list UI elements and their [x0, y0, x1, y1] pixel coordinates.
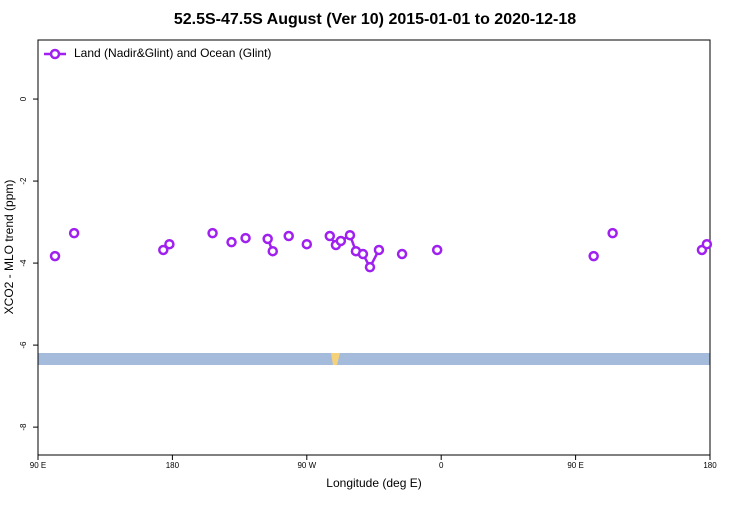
x-tick-label: 90 E [567, 461, 583, 470]
point [267, 245, 279, 257]
y-tick-label: -4 [19, 259, 28, 267]
point [283, 230, 294, 242]
x-tick-label: 90 W [297, 461, 316, 470]
x-tick-label: 180 [166, 461, 180, 470]
point [364, 261, 376, 273]
x-axis-label: Longitude (deg E) [326, 476, 421, 490]
y-tick-label: -2 [19, 177, 28, 185]
plot-frame [37, 39, 711, 456]
point [431, 244, 443, 256]
x-tick-label: 90 E [30, 461, 46, 470]
point [607, 227, 618, 239]
point [207, 227, 218, 239]
y-tick-label: 0 [19, 96, 28, 101]
point [240, 232, 251, 244]
point [301, 238, 313, 250]
point [588, 250, 599, 262]
point [262, 233, 273, 245]
legend-label: Land (Nadir&Glint) and Ocean (Glint) [74, 46, 271, 60]
point [701, 238, 713, 250]
chart-title: 52.5S-47.5S August (Ver 10) 2015-01-01 t… [174, 11, 576, 28]
point [164, 238, 175, 250]
point [49, 250, 61, 262]
point [68, 227, 80, 239]
x-tick-label: 0 [439, 461, 444, 470]
y-tick-label: -6 [19, 341, 28, 349]
mask-band [38, 353, 710, 365]
point [357, 248, 369, 260]
point [158, 244, 169, 256]
x-tick-label: 180 [703, 461, 717, 470]
point [373, 244, 385, 256]
point [344, 229, 356, 241]
legend-marker [49, 48, 61, 60]
mask-land [331, 353, 340, 365]
y-tick-label: -8 [19, 423, 28, 431]
point [324, 230, 336, 242]
point [396, 248, 408, 260]
point [335, 235, 347, 247]
point [226, 236, 237, 248]
y-axis-label: XCO2 - MLO trend (ppm) [2, 180, 16, 315]
